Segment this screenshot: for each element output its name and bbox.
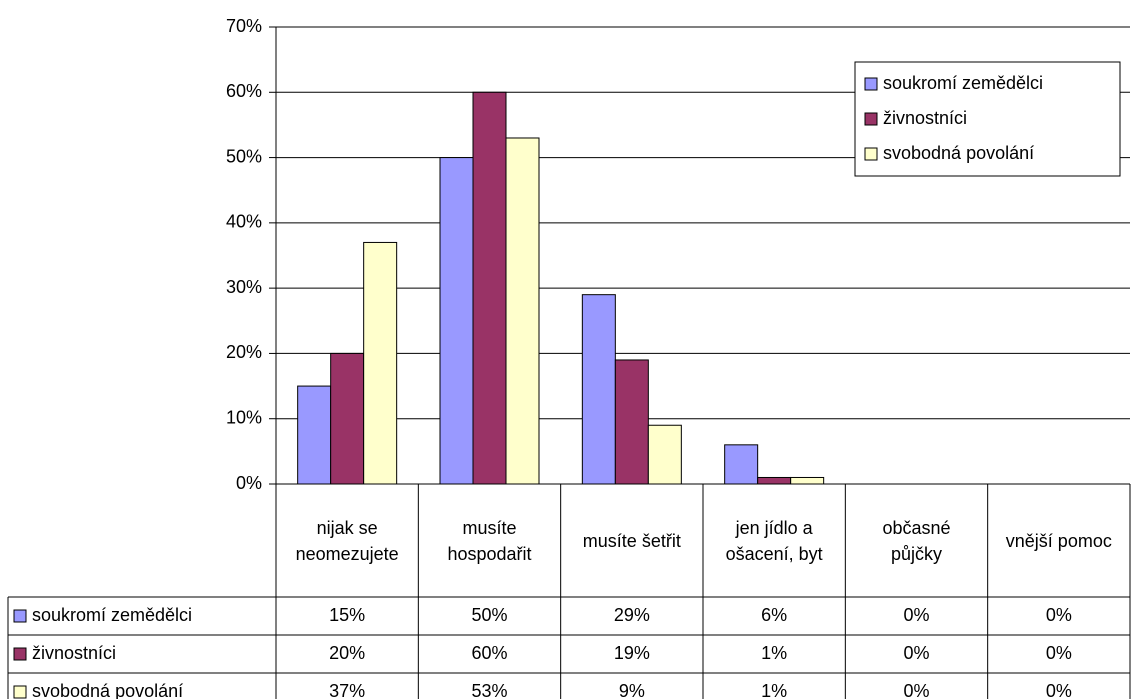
legend-label: soukromí zemědělci — [883, 73, 1043, 93]
y-tick-label: 30% — [226, 277, 262, 297]
table-series-name: svobodná povolání — [32, 681, 183, 699]
y-tick-label: 70% — [226, 16, 262, 36]
table-value: 9% — [619, 681, 645, 699]
legend — [854, 61, 1121, 177]
table-value: 50% — [471, 605, 507, 625]
bar — [614, 359, 649, 485]
table-series-name: živnostníci — [32, 643, 116, 663]
table-value: 0% — [903, 643, 929, 663]
category-label: nijak se neomezujete — [295, 517, 399, 564]
legend-key — [13, 647, 27, 661]
table-value: 1% — [761, 681, 787, 699]
table-value: 37% — [329, 681, 365, 699]
legend-key — [864, 147, 878, 161]
table-value: 6% — [761, 605, 787, 625]
table-value: 0% — [1046, 643, 1072, 663]
table-value: 29% — [614, 605, 650, 625]
legend-key — [13, 609, 27, 623]
table-value: 0% — [903, 605, 929, 625]
legend-key — [13, 685, 27, 699]
y-tick-label: 20% — [226, 342, 262, 362]
bar — [330, 352, 365, 485]
bar — [297, 385, 332, 485]
category-label: musíte hospodařit — [447, 517, 532, 564]
table-value: 15% — [329, 605, 365, 625]
table-value: 20% — [329, 643, 365, 663]
category-label: občasné půjčky — [882, 517, 951, 564]
bar — [581, 294, 616, 485]
bar — [363, 241, 398, 485]
table-series-name: soukromí zemědělci — [32, 605, 192, 625]
table-value: 0% — [903, 681, 929, 699]
bar — [790, 476, 825, 485]
legend-key — [864, 112, 878, 126]
bar — [439, 157, 474, 485]
category-label: vnější pomoc — [1005, 530, 1112, 551]
y-tick-label: 60% — [226, 81, 262, 101]
legend-key — [864, 77, 878, 91]
table-value: 53% — [471, 681, 507, 699]
table-value: 0% — [1046, 605, 1072, 625]
table-value: 1% — [761, 643, 787, 663]
y-tick-label: 50% — [226, 146, 262, 166]
y-tick-label: 0% — [236, 473, 262, 493]
table-value: 60% — [471, 643, 507, 663]
y-tick-label: 40% — [226, 212, 262, 232]
table-value: 19% — [614, 643, 650, 663]
category-label: jen jídlo a ošacení, byt — [725, 517, 823, 564]
legend-label: svobodná povolání — [883, 143, 1034, 163]
legend-label: živnostníci — [883, 108, 967, 128]
category-label: musíte šetřit — [582, 530, 681, 551]
bar — [472, 91, 507, 485]
table-value: 0% — [1046, 681, 1072, 699]
bar — [647, 424, 682, 485]
bar — [724, 444, 759, 485]
bar — [505, 137, 540, 485]
y-tick-label: 10% — [226, 407, 262, 427]
